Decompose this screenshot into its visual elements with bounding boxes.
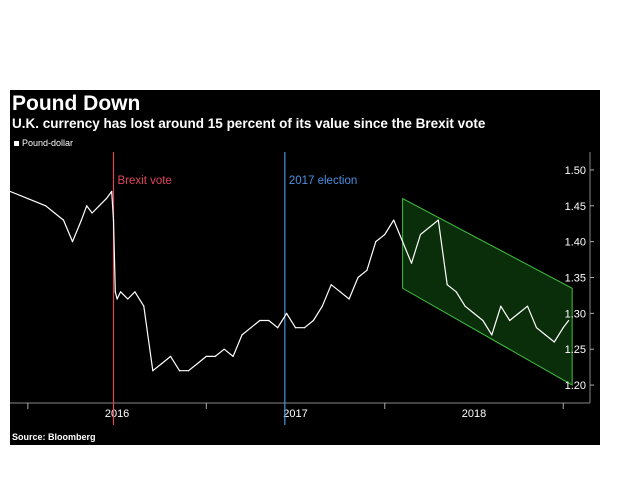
data-point	[111, 190, 113, 193]
data-point	[339, 291, 341, 293]
data-point	[402, 241, 404, 243]
y-tick-label: 1.20	[565, 380, 586, 392]
data-point	[98, 205, 100, 207]
source-note: Source: Bloomberg	[12, 432, 96, 442]
data-point	[178, 370, 181, 372]
data-point	[134, 291, 136, 293]
data-point	[196, 362, 198, 365]
data-point	[366, 269, 368, 271]
chart-subtitle: U.K. currency has lost around 15 percent…	[12, 116, 486, 131]
data-point	[375, 241, 377, 243]
data-point	[62, 219, 65, 221]
data-point	[214, 355, 216, 357]
data-point	[54, 212, 56, 214]
y-tick-label: 1.30	[565, 308, 586, 320]
data-point	[464, 305, 466, 307]
data-point	[553, 341, 555, 343]
data-point	[437, 219, 439, 221]
data-point	[482, 319, 484, 322]
legend: Pound-dollar	[14, 138, 73, 148]
y-tick-label: 1.35	[565, 273, 586, 285]
data-point	[348, 298, 350, 300]
data-point	[112, 219, 115, 221]
data-point	[86, 205, 88, 207]
data-point	[277, 327, 279, 329]
data-point	[71, 241, 74, 243]
data-point	[294, 327, 297, 329]
data-point	[518, 312, 520, 314]
data-point	[205, 355, 207, 357]
chart-title: Pound Down	[12, 92, 141, 115]
data-point	[241, 334, 243, 336]
y-tick-label: 1.45	[565, 201, 586, 213]
chart-plot: 1.201.251.301.351.401.451.50U.S. dollars…	[10, 152, 594, 425]
data-point	[562, 327, 564, 329]
data-point	[321, 305, 323, 307]
data-point	[116, 298, 118, 300]
data-point	[143, 305, 145, 307]
legend-label: Pound-dollar	[22, 138, 74, 148]
data-point	[80, 219, 82, 221]
data-point	[419, 233, 422, 236]
x-tick-label: 2017	[283, 408, 307, 420]
data-point	[170, 355, 172, 357]
data-point	[535, 327, 538, 329]
data-point	[286, 312, 288, 314]
data-point	[567, 319, 570, 322]
data-point	[330, 284, 332, 286]
event-label: Brexit vote	[118, 175, 172, 187]
trend-channel	[402, 197, 573, 386]
data-point	[509, 319, 511, 322]
data-point	[393, 219, 395, 221]
data-point	[526, 305, 529, 307]
data-point	[45, 205, 47, 207]
data-point	[120, 291, 122, 293]
y-tick-label: 1.50	[565, 165, 586, 177]
data-point	[410, 262, 413, 264]
data-point	[491, 334, 493, 336]
event-label: 2017 election	[289, 175, 357, 187]
data-point	[232, 355, 234, 357]
x-tick-label: 2016	[105, 408, 129, 420]
data-point	[312, 319, 314, 322]
y-tick-label: 1.40	[565, 237, 586, 249]
data-point	[303, 327, 306, 329]
data-point	[105, 198, 107, 200]
x-tick-label: 2018	[462, 408, 486, 420]
data-point	[455, 291, 457, 293]
data-point	[114, 291, 116, 293]
data-point	[250, 327, 252, 329]
data-point	[27, 198, 29, 200]
data-point	[223, 348, 225, 350]
data-point	[127, 298, 129, 300]
data-point	[446, 284, 448, 286]
data-point	[10, 190, 11, 193]
data-point	[473, 312, 475, 314]
data-point	[91, 212, 93, 214]
legend-swatch	[14, 140, 19, 146]
data-point	[500, 305, 502, 307]
chart-figure: 1.20 1.25 1.30 1.35 1.40 1.45 1.50 U.S. dollars…	[10, 90, 600, 445]
data-point	[428, 226, 430, 228]
data-point	[161, 362, 163, 365]
data-point	[259, 319, 261, 322]
data-point	[357, 276, 359, 279]
data-point	[268, 319, 270, 322]
data-point	[187, 370, 190, 372]
data-point	[152, 370, 154, 372]
data-point	[544, 334, 546, 336]
y-tick-label: 1.25	[565, 344, 586, 356]
data-point	[384, 233, 386, 236]
